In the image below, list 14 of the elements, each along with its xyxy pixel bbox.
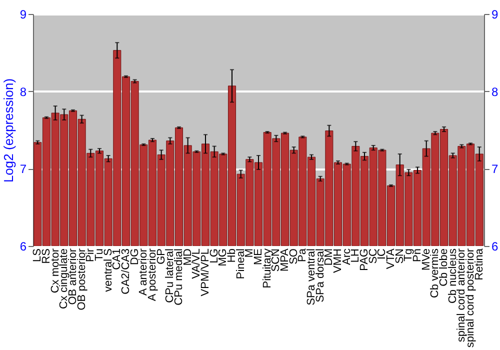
x-tick-label: A posterior xyxy=(146,248,158,302)
y2-tick-label: 6 xyxy=(492,240,498,254)
x-tick-label: RS xyxy=(40,248,52,264)
x-tick-label: CPu medial xyxy=(172,248,185,306)
x-tick-label: Hb xyxy=(226,248,238,263)
y2-tick-label: 9 xyxy=(492,8,498,22)
x-tick-label: Tg xyxy=(402,248,415,262)
y2-tick-label: 7 xyxy=(492,162,498,176)
y-tick-label: 9 xyxy=(20,8,27,22)
y-axis-title: Log2 (expression) xyxy=(0,78,16,183)
y-tick-label: 6 xyxy=(20,240,27,254)
y2-tick-label: 8 xyxy=(492,84,498,99)
y-tick-label: 7 xyxy=(20,162,27,176)
y-tick-label: 8 xyxy=(20,84,27,99)
